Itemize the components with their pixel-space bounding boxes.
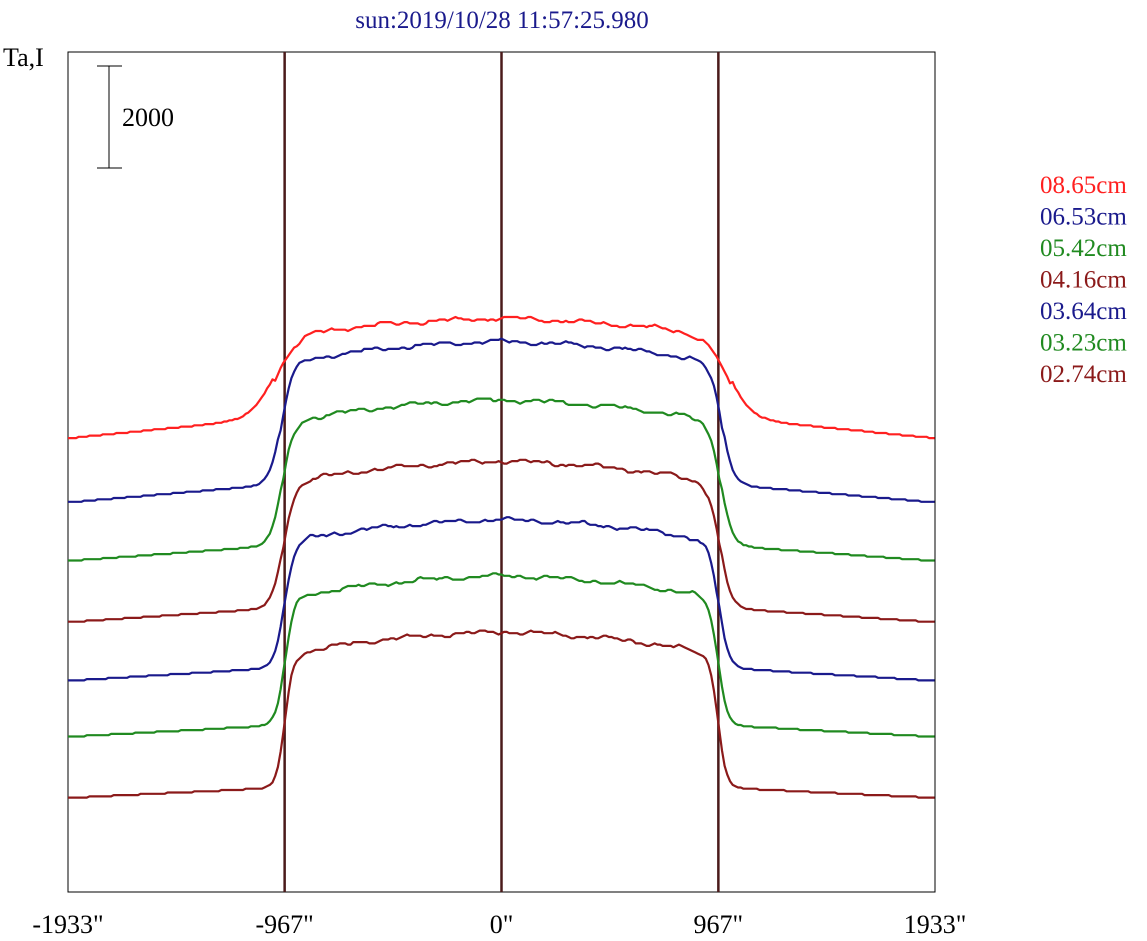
series-line-06.53cm bbox=[68, 337, 935, 503]
legend-entry-3: 04.16cm bbox=[1040, 267, 1127, 294]
series-line-02.74cm bbox=[68, 629, 935, 799]
legend-entry-5: 03.23cm bbox=[1040, 330, 1127, 357]
legend: 08.65cm 06.53cm 05.42cm 04.16cm 03.64cm 03.23… bbox=[1040, 172, 1127, 388]
legend-entry-4: 03.64cm bbox=[1040, 298, 1127, 325]
legend-entry-0: 08.65cm bbox=[1040, 172, 1127, 199]
series-line-04.16cm bbox=[68, 458, 935, 623]
x-axis-ticks: -1933" -967" 0" 967" 1933" bbox=[32, 910, 966, 939]
series-line-08.65cm bbox=[68, 315, 935, 440]
legend-entry-2: 05.42cm bbox=[1040, 235, 1127, 262]
x-tick-label-0: -1933" bbox=[32, 910, 103, 939]
scale-bar: 2000 bbox=[97, 65, 174, 169]
series-line-05.42cm bbox=[68, 397, 935, 562]
x-tick-label-3: 967" bbox=[694, 910, 744, 939]
x-tick-label-4: 1933" bbox=[904, 910, 967, 939]
y-axis-label: Ta,I bbox=[3, 43, 44, 72]
series-line-03.64cm bbox=[68, 516, 935, 682]
legend-entry-6: 02.74cm bbox=[1040, 361, 1127, 388]
chart-title: sun:2019/10/28 11:57:25.980 bbox=[355, 7, 649, 34]
legend-entry-1: 06.53cm bbox=[1040, 204, 1127, 231]
x-tick-label-1: -967" bbox=[255, 910, 313, 939]
series-line-03.23cm bbox=[68, 572, 935, 738]
series-group bbox=[68, 315, 935, 799]
x-tick-label-2: 0" bbox=[490, 910, 514, 939]
scale-bar-label: 2000 bbox=[122, 103, 174, 132]
